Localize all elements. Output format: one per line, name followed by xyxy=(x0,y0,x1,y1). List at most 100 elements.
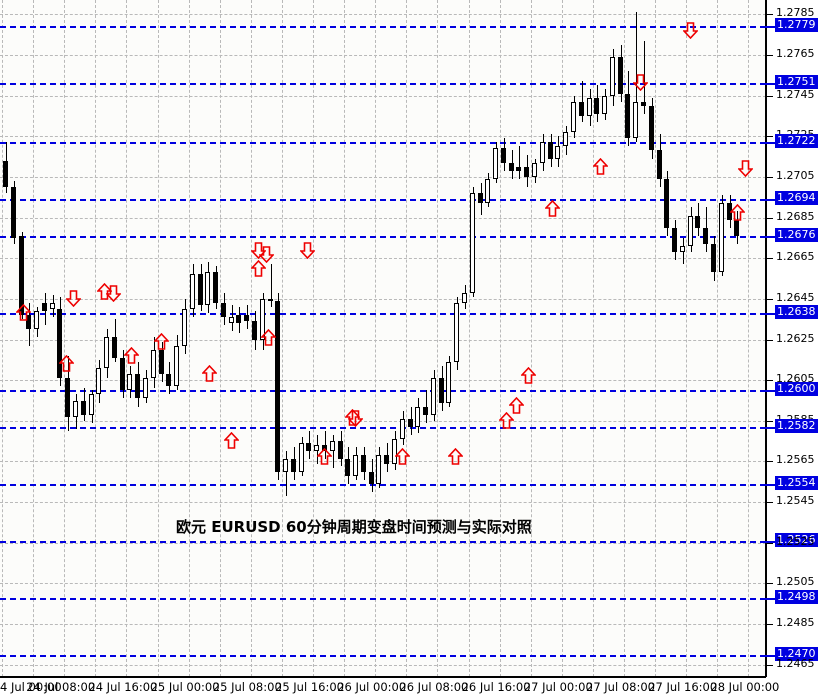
vertical-gridline xyxy=(592,0,594,677)
up-arrow-icon xyxy=(545,200,560,217)
horizontal-gridline xyxy=(0,54,766,56)
price-tick-label: 1.2525 xyxy=(776,534,815,548)
chart-title: 欧元 EURUSD 60分钟周期变盘时间预测与实际对照 xyxy=(176,518,532,536)
price-label-connector xyxy=(761,199,775,202)
candle-body-bearish xyxy=(65,378,71,417)
price-tick-mark xyxy=(767,14,773,16)
price-label-connector xyxy=(761,313,775,316)
price-level-label[interactable]: 1.2638 xyxy=(775,305,818,320)
vertical-gridline xyxy=(468,0,470,677)
candle-body-bearish xyxy=(3,160,8,188)
candle-body-bearish xyxy=(220,302,226,318)
price-tick-mark xyxy=(767,583,773,585)
down-arrow-icon xyxy=(106,285,121,302)
time-axis-line xyxy=(0,676,766,678)
candle-body-bullish xyxy=(633,101,639,139)
candle-body-bearish xyxy=(508,162,514,171)
price-label-connector xyxy=(761,654,775,657)
up-arrow-icon xyxy=(59,355,74,372)
candle-body-bearish xyxy=(251,321,257,340)
horizontal-level-line xyxy=(0,26,766,29)
price-tick-label: 1.2465 xyxy=(776,656,815,670)
price-level-label[interactable]: 1.2526 xyxy=(775,532,818,547)
candle-body-bullish xyxy=(430,378,436,415)
down-arrow-icon xyxy=(66,290,81,307)
candle-body-bullish xyxy=(454,302,460,362)
vertical-gridline xyxy=(624,0,625,677)
candle-body-bullish xyxy=(205,272,211,305)
horizontal-gridline xyxy=(0,583,766,585)
vertical-gridline xyxy=(499,0,501,677)
vertical-gridline xyxy=(250,0,252,677)
horizontal-gridline xyxy=(0,258,766,260)
horizontal-gridline xyxy=(0,664,766,666)
candle-body-bearish xyxy=(290,459,296,472)
candle-body-bearish xyxy=(275,300,281,472)
horizontal-level-line xyxy=(0,199,766,202)
price-level-label[interactable]: 1.2498 xyxy=(775,589,818,604)
candle-body-bearish xyxy=(213,272,219,303)
time-tick-label: 27 Jul 08:00 xyxy=(586,680,655,694)
time-scale[interactable]: 4 Jul 00:00 24 Jul 08:00 24 Jul 16:00 25 Ju… xyxy=(0,678,821,698)
price-label-connector xyxy=(761,26,775,29)
candle-body-bearish xyxy=(710,243,716,273)
chart-plot-area[interactable]: 欧元 EURUSD 60分钟周期变盘时间预测与实际对照 xyxy=(0,0,766,677)
candle-body-bullish xyxy=(49,302,55,310)
vertical-gridline xyxy=(126,0,128,677)
price-level-label[interactable]: 1.2582 xyxy=(775,418,818,433)
price-tick-mark xyxy=(767,95,773,97)
vertical-gridline xyxy=(344,0,346,677)
candle-body-bullish xyxy=(88,394,94,415)
horizontal-gridline xyxy=(0,95,766,97)
horizontal-level-line xyxy=(0,654,766,657)
candle-body-bullish xyxy=(174,345,180,387)
candle-body-bearish xyxy=(423,406,429,415)
price-scale[interactable]: 1.27851.27791.27651.27511.27451.27251.27… xyxy=(761,0,821,677)
candle-body-bearish xyxy=(80,400,86,415)
down-arrow-icon xyxy=(348,410,363,427)
candle-body-bullish xyxy=(532,162,538,177)
price-tick-mark xyxy=(767,258,773,260)
price-level-label[interactable]: 1.2600 xyxy=(775,382,818,397)
candle-body-bearish xyxy=(267,298,273,301)
price-level-label[interactable]: 1.2554 xyxy=(775,475,818,490)
price-level-label[interactable]: 1.2751 xyxy=(775,75,818,90)
price-tick-mark xyxy=(767,136,773,138)
up-arrow-icon xyxy=(509,397,524,414)
price-tick-label: 1.2665 xyxy=(776,250,815,264)
price-tick-mark xyxy=(767,461,773,463)
candle-body-bearish xyxy=(119,357,125,391)
candle-body-bearish xyxy=(345,459,351,476)
price-level-label[interactable]: 1.2779 xyxy=(775,18,818,33)
candle-body-bearish xyxy=(500,148,506,163)
price-level-label[interactable]: 1.2676 xyxy=(775,227,818,242)
horizontal-level-line xyxy=(0,390,766,393)
candle-body-bearish xyxy=(617,56,623,94)
candle-body-bearish xyxy=(306,443,312,452)
price-level-label[interactable]: 1.2694 xyxy=(775,191,818,206)
price-label-connector xyxy=(761,483,775,486)
horizontal-gridline xyxy=(0,217,766,219)
up-arrow-icon xyxy=(521,367,536,384)
time-tick-label: 25 Jul 16:00 xyxy=(275,680,344,694)
price-level-label[interactable]: 1.2470 xyxy=(775,646,818,661)
horizontal-gridline xyxy=(0,502,766,504)
candle-body-bullish xyxy=(329,441,335,452)
horizontal-gridline xyxy=(0,624,766,626)
candle-body-bullish xyxy=(679,245,685,253)
time-tick-label: 25 Jul 08:00 xyxy=(212,680,282,694)
price-label-connector xyxy=(761,142,775,145)
up-arrow-icon xyxy=(124,347,139,364)
price-tick-label: 1.2705 xyxy=(776,168,815,182)
candle-body-bullish xyxy=(104,337,110,368)
horizontal-gridline xyxy=(0,14,766,16)
price-tick-mark xyxy=(767,664,773,666)
price-label-connector xyxy=(761,597,775,600)
candle-body-bearish xyxy=(111,337,117,358)
candle-body-bearish xyxy=(244,315,250,322)
vertical-gridline xyxy=(748,0,750,677)
candle-body-bearish xyxy=(57,309,63,379)
candle-body-bullish xyxy=(376,455,382,484)
price-tick-label: 1.2605 xyxy=(776,372,815,386)
price-level-label[interactable]: 1.2722 xyxy=(775,134,818,149)
